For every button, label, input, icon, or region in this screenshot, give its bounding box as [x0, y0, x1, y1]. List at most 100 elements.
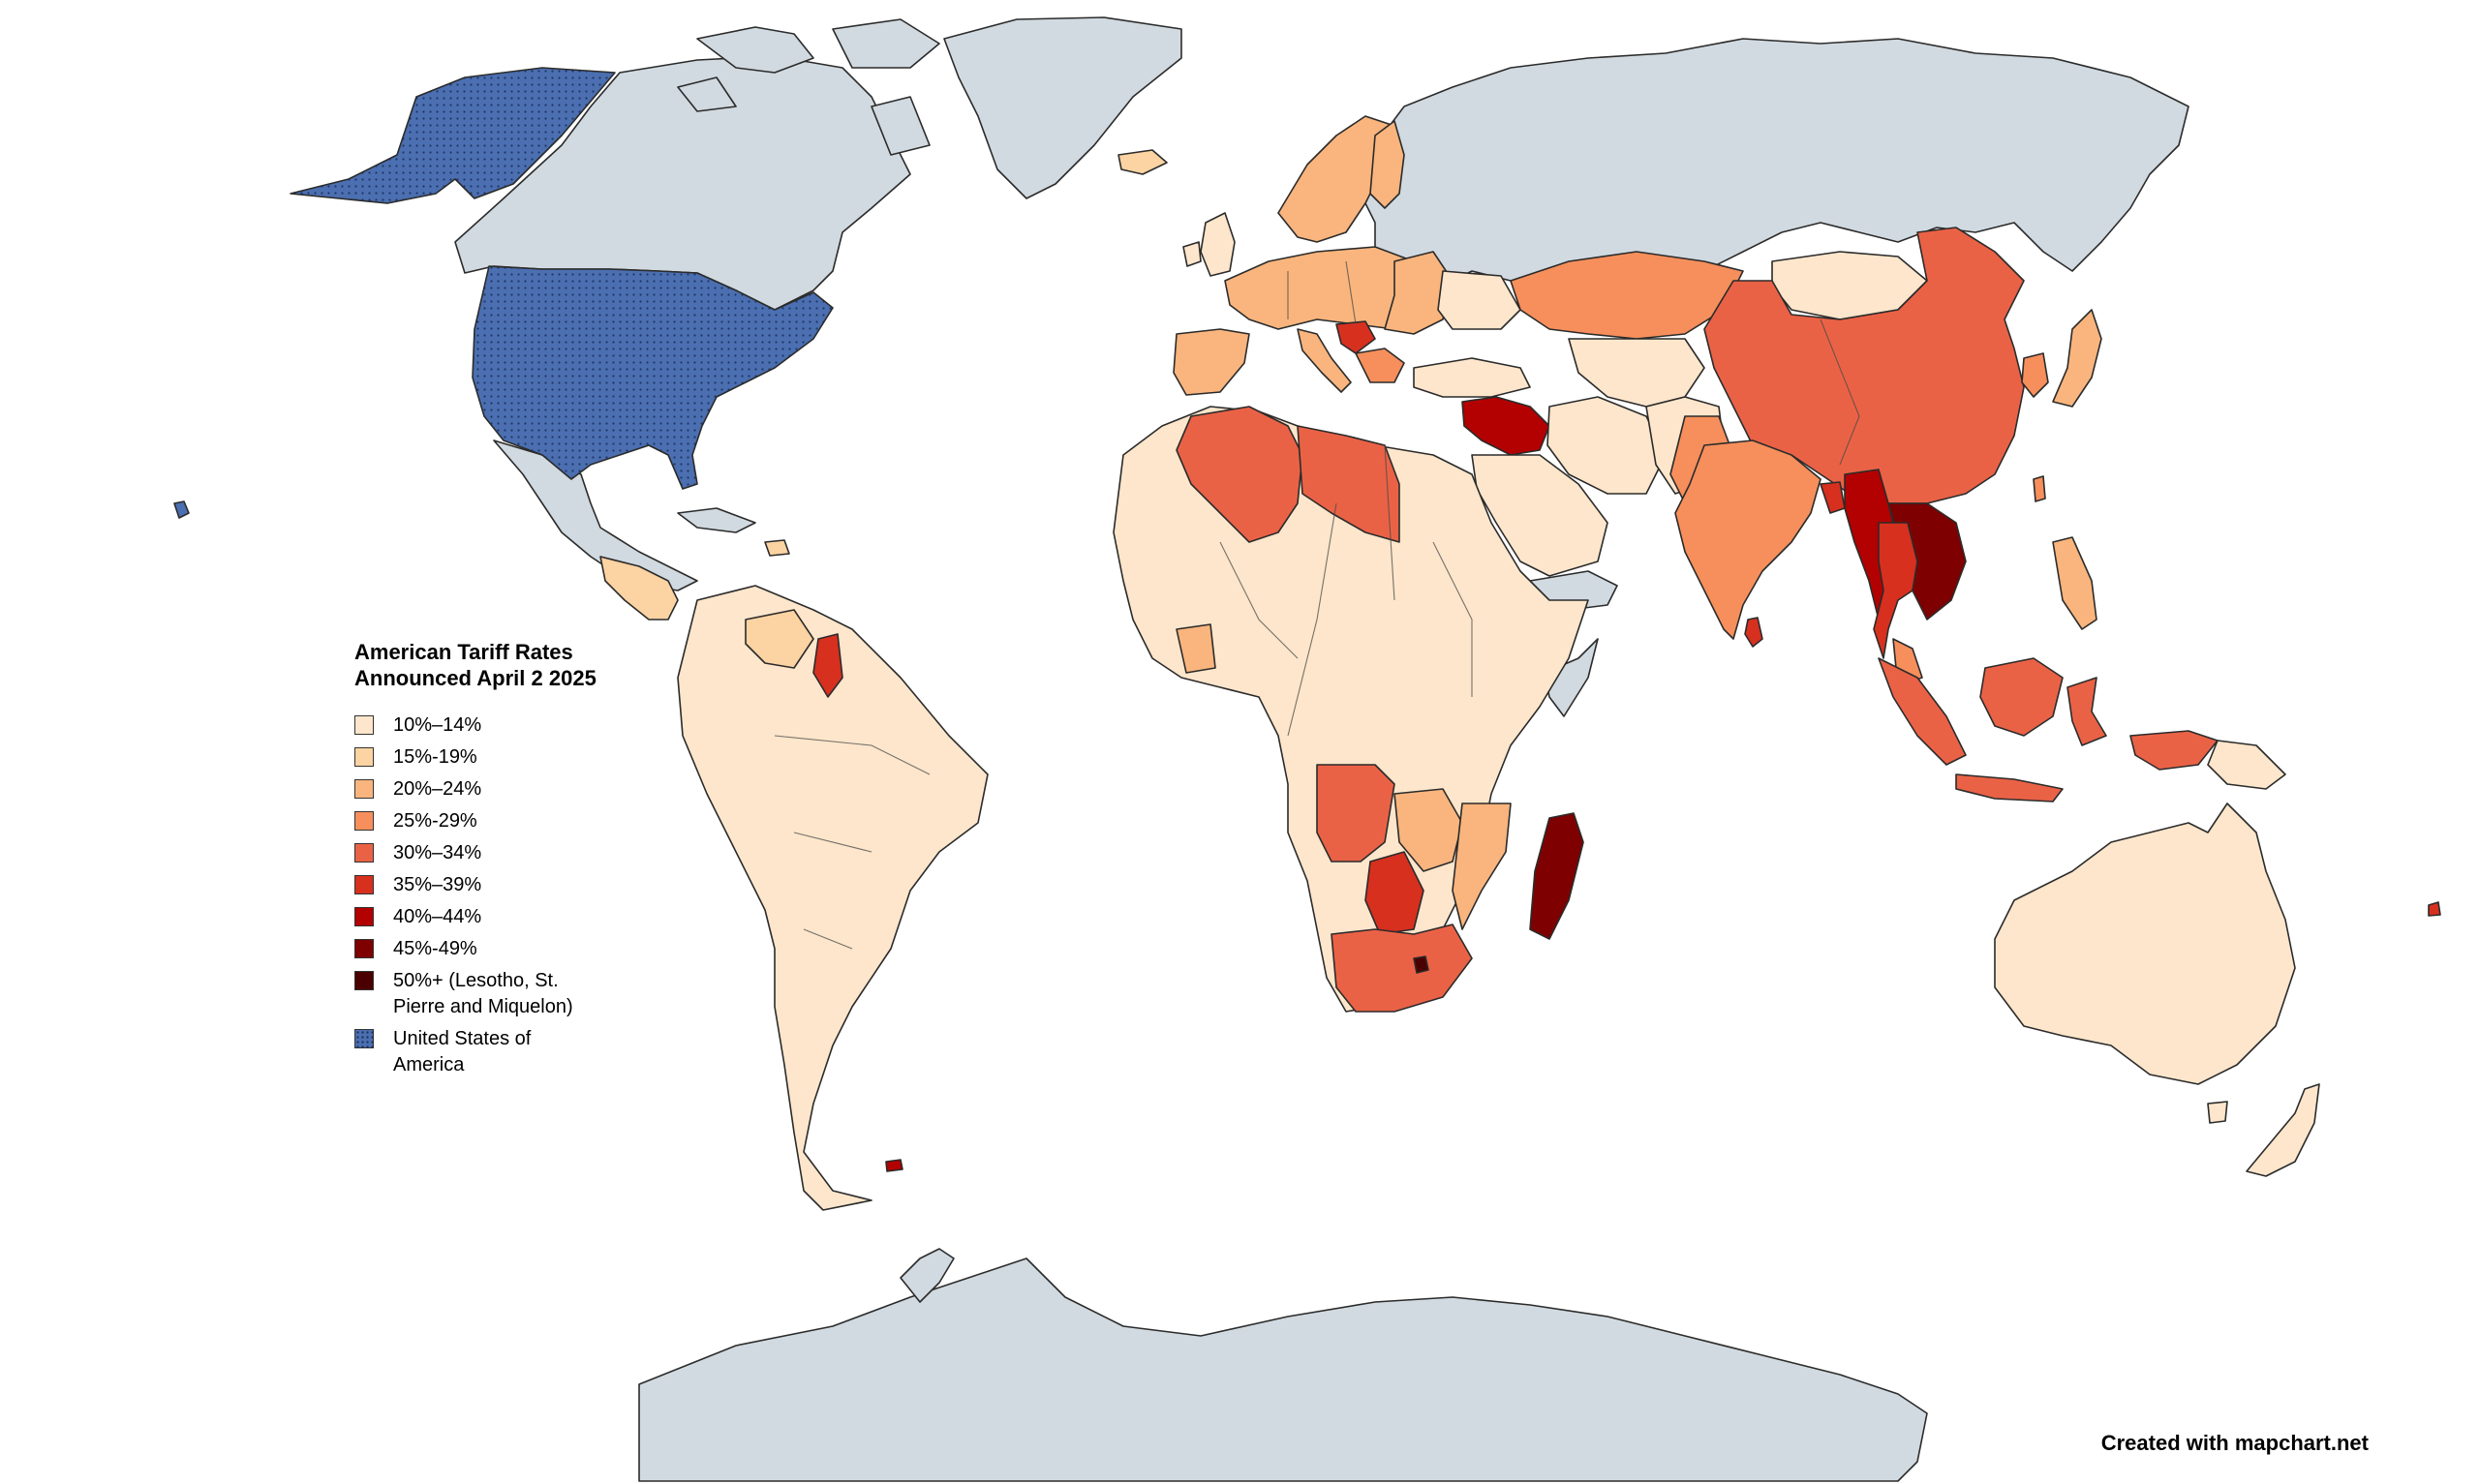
south-africa: [1331, 924, 1473, 1013]
venezuela: [745, 609, 814, 669]
botswana: [1364, 851, 1424, 935]
europe: [1173, 115, 1531, 398]
japan: [2052, 309, 2102, 408]
legend-title-line2: Announced April 2 2025: [354, 666, 597, 690]
syria-iraq: [1461, 396, 1550, 456]
papua-new-guinea: [2207, 740, 2286, 790]
saudi-arabia: [1471, 454, 1608, 577]
legend-label: 20%–24%: [393, 778, 482, 800]
caribbean: [764, 539, 790, 557]
legend: American Tariff Rates Announced April 2 …: [354, 639, 703, 1084]
balkans-other: [1355, 348, 1405, 383]
legend-swatch: [354, 875, 374, 894]
legend-label: 15%-19%: [393, 746, 477, 768]
hawaii: [173, 500, 190, 519]
legend-item: 45%-49%: [354, 936, 703, 962]
iceland: [1117, 149, 1168, 175]
central-america: [599, 507, 790, 621]
usa-mainland: [472, 265, 834, 490]
sulawesi: [2066, 677, 2107, 746]
ukraine-belarus: [1437, 270, 1521, 330]
alaska: [290, 67, 616, 204]
legend-label: 10%–14%: [393, 714, 482, 736]
iran: [1546, 396, 1667, 495]
guyana: [812, 633, 843, 698]
central-america-states: [599, 556, 679, 621]
ghana-ivory-coast: [1176, 623, 1216, 674]
italy: [1297, 328, 1352, 393]
greenland: [943, 16, 1182, 199]
sri-lanka: [1744, 617, 1763, 648]
legend-label: 35%–39%: [393, 874, 482, 895]
korea: [2021, 352, 2049, 398]
legend-swatch: [354, 811, 374, 831]
mozambique: [1452, 803, 1512, 930]
taiwan: [2033, 475, 2046, 502]
legend-label: 50%+ (Lesotho, St. Pierre and Miquelon): [393, 970, 573, 1017]
india: [1674, 439, 1821, 640]
legend-swatch: [354, 971, 374, 990]
lesotho: [1413, 955, 1429, 974]
legend-item: 10%–14%: [354, 712, 703, 739]
eastern-europe: [1384, 251, 1454, 335]
legend-item: 50%+ (Lesotho, St. Pierre and Miquelon): [354, 968, 703, 1020]
legend-swatch: [354, 1029, 374, 1048]
legend-swatch: [354, 907, 374, 926]
zimbabwe-zambia: [1393, 788, 1463, 872]
antarctic-peninsula: [900, 1248, 955, 1303]
border-hints: [774, 260, 1860, 950]
legend-swatch: [354, 715, 374, 735]
australia: [1994, 803, 2296, 1085]
south-america-base: [677, 585, 989, 1211]
mexico: [493, 439, 698, 591]
south-southeast-asia: [1674, 439, 2286, 803]
legend-item: 15%-19%: [354, 744, 703, 771]
philippines: [2052, 536, 2097, 630]
sumatra: [1878, 657, 1967, 766]
iberia: [1173, 328, 1250, 396]
legend-item: 20%–24%: [354, 776, 703, 803]
legend-label: United States of America: [393, 1028, 532, 1075]
madagascar: [1529, 812, 1584, 940]
balkans-serbia: [1335, 320, 1376, 354]
legend-swatch: [354, 939, 374, 958]
credit-text: Created with mapchart.net: [2100, 1431, 2369, 1455]
cuba: [677, 507, 756, 533]
oceania: [1994, 803, 2441, 1177]
east-asia: [1703, 227, 2102, 504]
new-guinea: [2129, 730, 2219, 771]
legend-title: American Tariff Rates Announced April 2 …: [354, 639, 703, 691]
bangladesh: [1820, 481, 1846, 514]
java: [1955, 773, 2064, 803]
antarctica: [638, 1257, 1928, 1482]
legend-item: 40%–44%: [354, 904, 703, 930]
arctic-islands: [677, 18, 940, 156]
turkey: [1413, 357, 1531, 398]
finland: [1369, 120, 1405, 209]
borneo: [1979, 657, 2064, 737]
legend-item: United States of America: [354, 1026, 703, 1078]
africa: [1113, 406, 1589, 1013]
legend-label: 45%-49%: [393, 938, 477, 959]
ireland: [1182, 241, 1202, 267]
legend-item: 30%–34%: [354, 840, 703, 866]
legend-swatch: [354, 747, 374, 767]
fiji: [2428, 901, 2441, 917]
legend-label: 25%-29%: [393, 810, 477, 832]
uk: [1200, 212, 1236, 277]
legend-item: 25%-29%: [354, 808, 703, 834]
usa: [173, 67, 834, 519]
somalia: [1544, 638, 1599, 717]
legend-items: 10%–14% 15%-19% 20%–24% 25%-29% 30%–34% 35%–3…: [354, 712, 703, 1078]
kazakhstan: [1510, 251, 1744, 340]
new-zealand: [2246, 1083, 2320, 1177]
thailand: [1873, 522, 1918, 659]
tasmania: [2207, 1101, 2228, 1124]
legend-item: 35%–39%: [354, 872, 703, 898]
namibia: [1316, 764, 1395, 863]
legend-swatch: [354, 779, 374, 799]
libya: [1297, 425, 1400, 543]
south-america: [677, 585, 989, 1211]
legend-title-line1: American Tariff Rates: [354, 640, 573, 664]
